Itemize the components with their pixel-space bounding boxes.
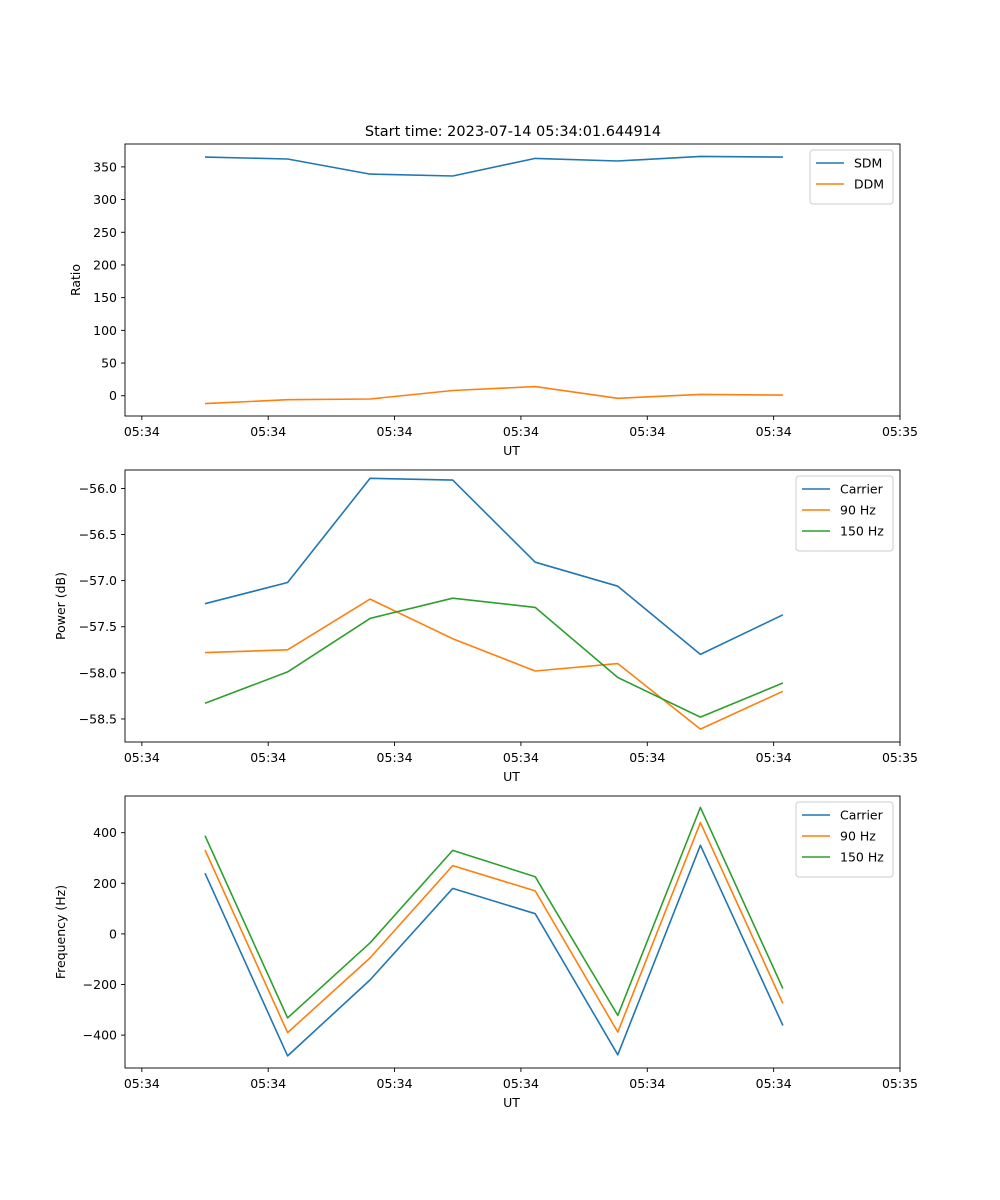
y-tick-label: −56.0 — [79, 481, 117, 496]
x-tick-label: 05:34 — [377, 750, 413, 765]
legend-label: SDM — [854, 156, 882, 171]
legend-label: DDM — [854, 177, 884, 192]
y-tick-label: 0 — [109, 926, 117, 941]
x-tick-label: 05:34 — [629, 750, 665, 765]
chart-title: Start time: 2023-07-14 05:34:01.644914 — [365, 124, 661, 140]
legend: Carrier 90 Hz 150 Hz — [795, 801, 894, 878]
x-tick-label: 05:34 — [629, 424, 665, 439]
x-tick-label: 05:34 — [756, 750, 792, 765]
y-tick-label: 250 — [93, 225, 117, 240]
x-tick-label: 05:34 — [503, 750, 539, 765]
y-tick-label: 100 — [93, 323, 117, 338]
legend-label: 90 Hz — [840, 503, 876, 518]
series-line-90-hz — [204, 598, 784, 730]
legend: SDM DDM — [809, 149, 894, 205]
x-tick-label: 05:34 — [377, 424, 413, 439]
y-axis-label: Frequency (Hz) — [53, 885, 68, 979]
axes-frame — [124, 795, 901, 1069]
x-tick-label: 05:34 — [503, 424, 539, 439]
y-tick-label: −200 — [83, 977, 117, 992]
x-tick-label: 05:34 — [756, 1076, 792, 1091]
legend-label: Carrier — [840, 808, 884, 823]
y-tick-label: 200 — [93, 257, 117, 272]
series-line-150-hz — [204, 806, 784, 1019]
y-tick-label: −58.0 — [79, 665, 117, 680]
y-tick-label: 300 — [93, 192, 117, 207]
legend-box — [795, 475, 894, 552]
x-tick-label: 05:34 — [377, 1076, 413, 1091]
legend-label: 150 Hz — [840, 524, 884, 539]
series-line-150-hz — [204, 597, 784, 718]
x-tick-label: 05:34 — [250, 750, 286, 765]
x-tick-label: 05:34 — [250, 1076, 286, 1091]
x-axis-label: UT — [503, 443, 520, 458]
legend: Carrier 90 Hz 150 Hz — [795, 475, 894, 552]
axes-frame — [124, 469, 901, 743]
y-tick-label: −58.5 — [79, 711, 117, 726]
legend-box — [795, 801, 894, 878]
x-tick-label: 05:34 — [124, 750, 160, 765]
panel-ratio: 05:34 05:34 05:34 05:34 05:34 05:34 05:35 0 50 10… — [68, 143, 918, 458]
legend-label: 90 Hz — [840, 829, 876, 844]
legend-label: 150 Hz — [840, 850, 884, 865]
y-tick-label: 350 — [93, 159, 117, 174]
y-tick-label: 400 — [93, 825, 117, 840]
axes-frame — [124, 143, 901, 417]
x-tick-label: 05:34 — [250, 424, 286, 439]
x-tick-label: 05:34 — [124, 1076, 160, 1091]
legend-label: Carrier — [840, 482, 884, 497]
x-tick-label: 05:35 — [882, 424, 918, 439]
x-tick-label: 05:35 — [882, 1076, 918, 1091]
y-tick-label: 200 — [93, 876, 117, 891]
series-line-carrier — [204, 844, 784, 1057]
y-tick-label: 0 — [109, 388, 117, 403]
panel-power: 05:34 05:34 05:34 05:34 05:34 05:34 05:35 −56.0… — [53, 469, 918, 784]
x-tick-label: 05:34 — [124, 424, 160, 439]
x-tick-label: 05:34 — [756, 424, 792, 439]
series-line-carrier — [204, 477, 784, 656]
x-tick-label: 05:35 — [882, 750, 918, 765]
y-axis-label: Ratio — [68, 264, 83, 296]
y-tick-label: −57.5 — [79, 619, 117, 634]
series-line-ddm — [204, 385, 783, 405]
y-axis-label: Power (dB) — [53, 572, 68, 640]
y-tick-label: −57.0 — [79, 573, 117, 588]
x-tick-label: 05:34 — [629, 1076, 665, 1091]
y-tick-label: −400 — [83, 1028, 117, 1043]
panel-frequency: 05:34 05:34 05:34 05:34 05:34 05:34 05:35 −400 −… — [53, 795, 918, 1110]
series-line-sdm — [204, 155, 783, 177]
y-tick-label: 150 — [93, 290, 117, 305]
y-tick-label: −56.5 — [79, 527, 117, 542]
x-axis-label: UT — [503, 769, 520, 784]
series-line-90-hz — [204, 821, 784, 1034]
y-tick-label: 50 — [101, 356, 117, 371]
x-tick-label: 05:34 — [503, 1076, 539, 1091]
x-axis-label: UT — [503, 1095, 520, 1110]
